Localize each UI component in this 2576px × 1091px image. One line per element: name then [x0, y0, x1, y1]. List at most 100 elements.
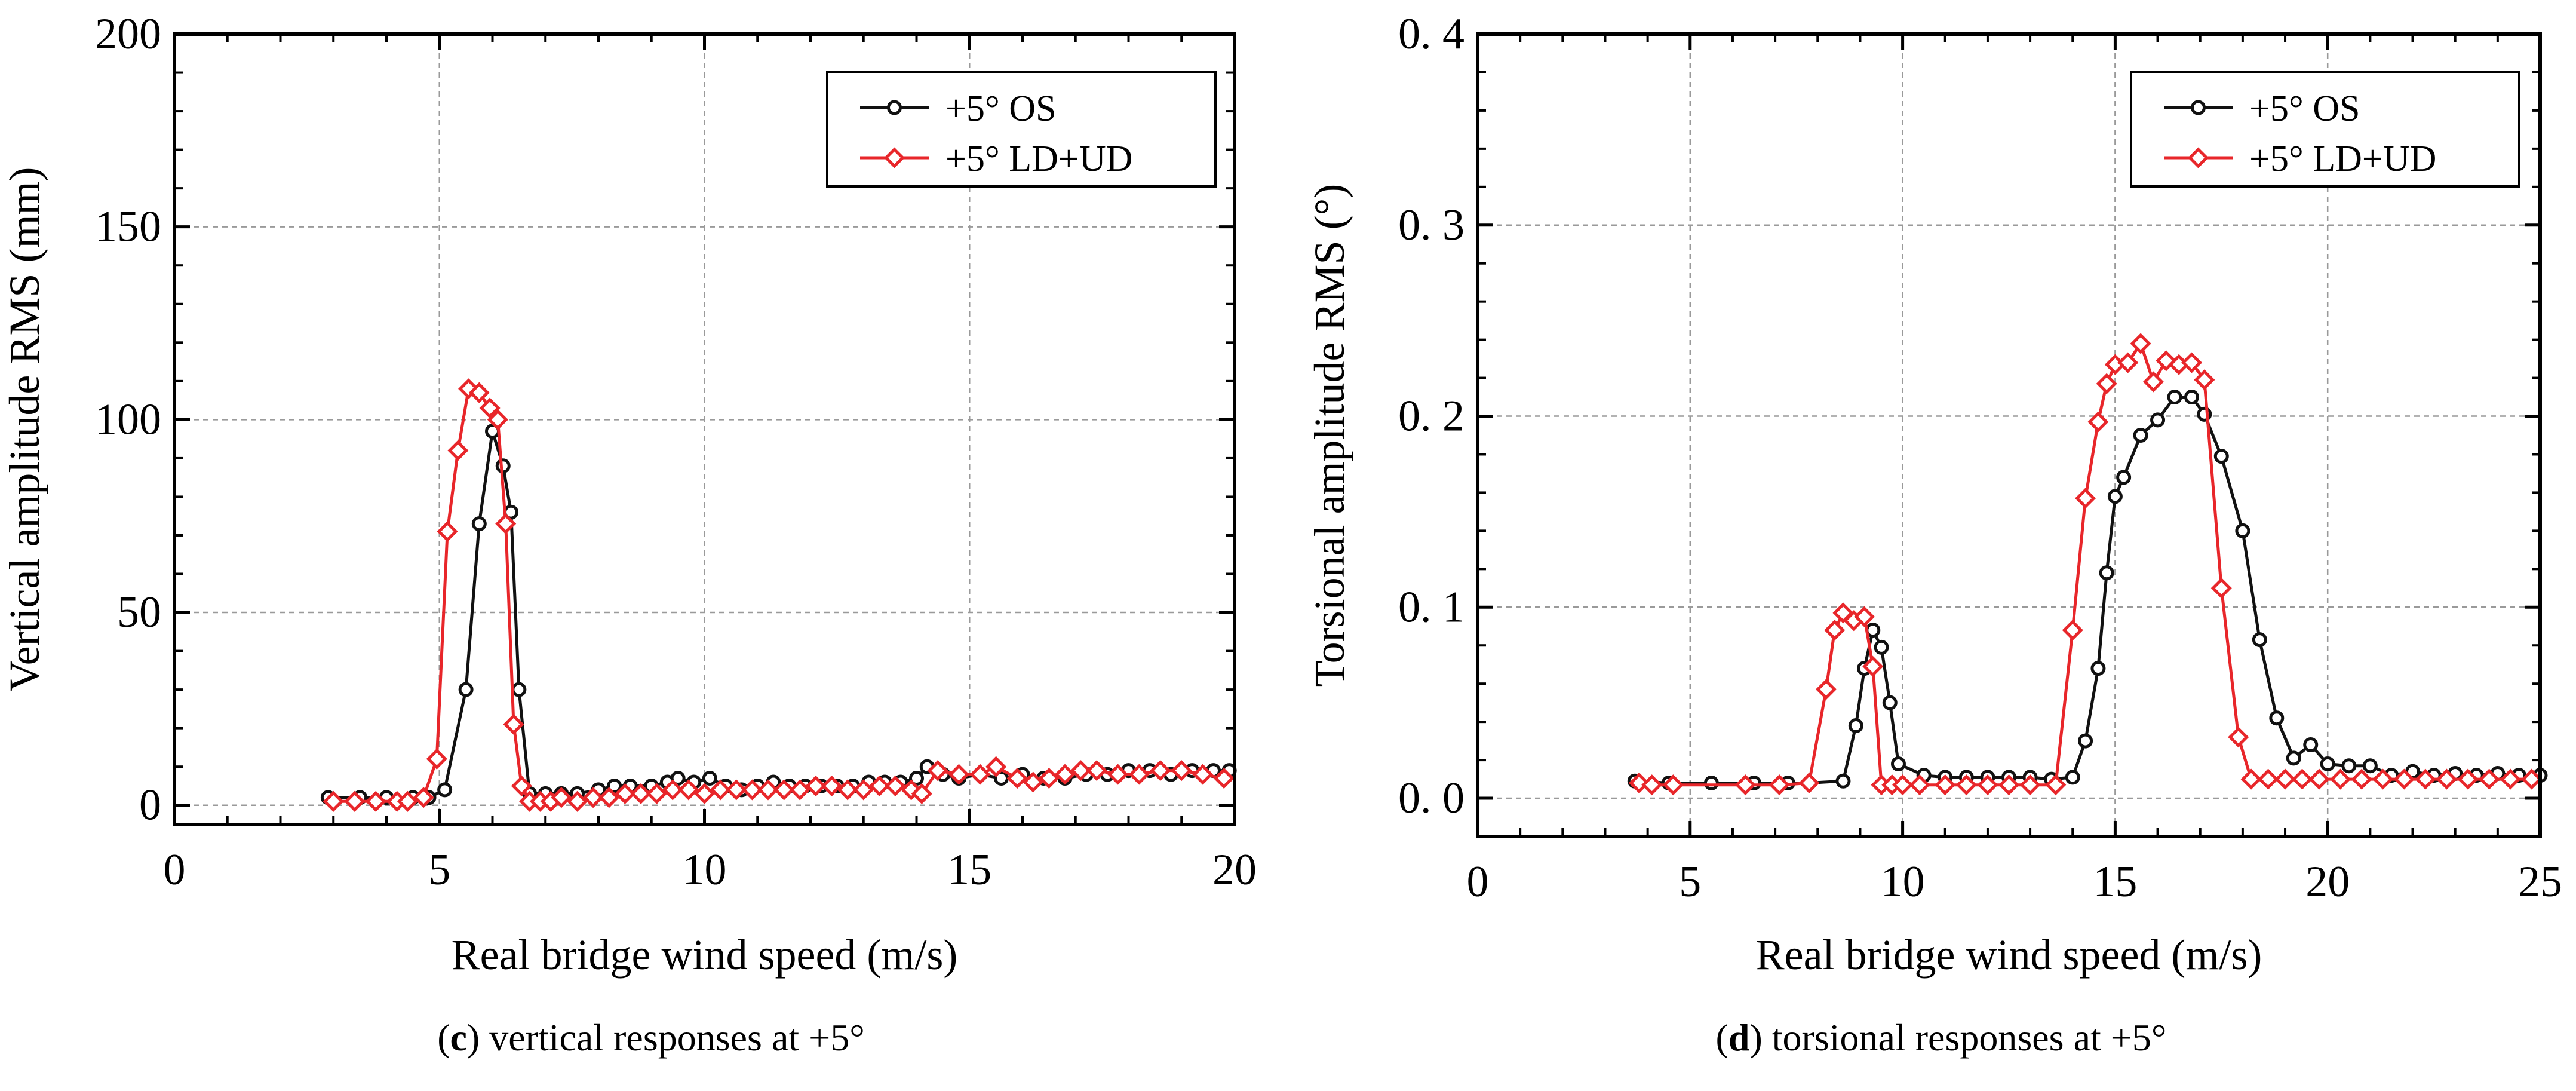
data-point — [323, 790, 344, 812]
data-point — [511, 775, 532, 796]
data-point — [365, 790, 386, 812]
data-point — [2308, 768, 2330, 790]
data-point — [2415, 768, 2436, 790]
data-point — [447, 440, 469, 461]
y-tick-label: 0. 1 — [1398, 583, 1464, 632]
x-tick-label: 15 — [947, 845, 991, 894]
y-tick-label: 0. 4 — [1398, 10, 1464, 59]
data-point — [2075, 488, 2096, 509]
data-point — [458, 682, 474, 697]
data-point — [1909, 774, 1930, 796]
data-point — [1848, 718, 1863, 734]
data-point — [437, 782, 453, 798]
data-point — [2393, 768, 2415, 790]
data-point — [1892, 774, 1914, 796]
data-point — [2252, 632, 2267, 648]
legend-swatch-marker — [2187, 147, 2209, 168]
data-point — [1882, 695, 1898, 710]
y-tick-label: 100 — [95, 395, 161, 444]
caption-c-letter: c — [450, 1016, 467, 1059]
data-point — [2116, 470, 2132, 485]
legend-label: +5° OS — [2249, 88, 2360, 129]
data-point — [1734, 774, 1756, 796]
data-point — [551, 787, 572, 808]
data-point — [2240, 768, 2262, 790]
data-point — [969, 764, 991, 785]
caption-d-letter: d — [1728, 1016, 1750, 1059]
x-tick-label: 15 — [2093, 857, 2137, 906]
data-point — [582, 787, 604, 808]
data-point — [710, 779, 731, 801]
data-point — [678, 779, 699, 801]
x-tick-label: 0 — [1467, 857, 1489, 906]
data-point — [1703, 775, 1719, 790]
data-point — [1890, 756, 1906, 771]
data-point — [2150, 412, 2166, 428]
data-point — [911, 783, 932, 804]
y-tick-label: 0. 3 — [1398, 201, 1464, 250]
data-point — [2258, 768, 2279, 790]
data-point — [2133, 428, 2148, 443]
data-point — [2291, 768, 2313, 790]
data-point — [773, 779, 795, 801]
data-point — [1171, 760, 1192, 782]
data-point — [511, 682, 527, 697]
y-axis-label: Vertical amplitude RMS (mm) — [1, 167, 48, 692]
y-tick-label: 50 — [117, 588, 161, 637]
data-point — [495, 513, 517, 535]
torsional-response-chart: 0 5 10 15 20 25 0. 0 0. 1 0. 2 0. 3 0. 4 Real bridg… — [1306, 10, 2562, 979]
data-point — [2351, 768, 2372, 790]
data-point — [2181, 352, 2203, 373]
data-point — [885, 775, 906, 796]
caption-c-text: vertical responses at +5° — [489, 1016, 865, 1059]
data-point — [2019, 774, 2041, 796]
legend-box — [2130, 71, 2520, 188]
x-tick-label: 5 — [428, 845, 450, 894]
data-point — [2362, 758, 2378, 774]
data-point — [2117, 352, 2139, 373]
x-tick-label: 20 — [1212, 845, 1257, 894]
data-point — [426, 748, 447, 770]
data-point — [2065, 770, 2080, 785]
data-point — [2099, 565, 2114, 581]
x-tick-label: 0 — [164, 845, 186, 894]
data-point — [2096, 373, 2117, 394]
data-point — [2062, 620, 2083, 641]
data-point — [1086, 760, 1107, 782]
x-axis-label: Real bridge wind speed (m/s) — [1756, 931, 2262, 979]
data-point — [2142, 371, 2164, 393]
data-point — [1054, 764, 1076, 785]
data-point — [1150, 760, 1171, 782]
x-tick-label: 25 — [2518, 857, 2562, 906]
data-point — [2320, 756, 2335, 771]
data-point — [693, 783, 716, 804]
data-point — [726, 779, 747, 801]
data-point — [2167, 390, 2182, 405]
data-point — [437, 520, 458, 543]
data-point — [837, 779, 858, 801]
data-point — [909, 771, 924, 786]
data-point — [607, 778, 622, 793]
y-tick-label: 150 — [95, 203, 161, 252]
data-point — [1641, 774, 1663, 796]
data-point — [1070, 760, 1092, 782]
data-point — [2087, 411, 2109, 433]
data-point — [1854, 606, 1875, 627]
data-point — [566, 790, 588, 812]
legend-swatch-marker — [887, 100, 902, 115]
data-point — [2500, 768, 2521, 790]
legend: +5° OS +5° LD+UD — [2130, 71, 2520, 188]
data-point — [2235, 523, 2250, 538]
data-point — [1955, 774, 1977, 796]
data-point — [1038, 768, 1060, 789]
data-point — [630, 783, 652, 804]
x-axis-label: Real bridge wind speed (m/s) — [452, 931, 958, 979]
data-point — [868, 775, 890, 796]
data-point — [1213, 768, 1235, 789]
data-point — [2341, 758, 2357, 774]
data-point — [1815, 679, 1837, 700]
data-point — [598, 787, 620, 808]
data-point — [471, 516, 487, 532]
